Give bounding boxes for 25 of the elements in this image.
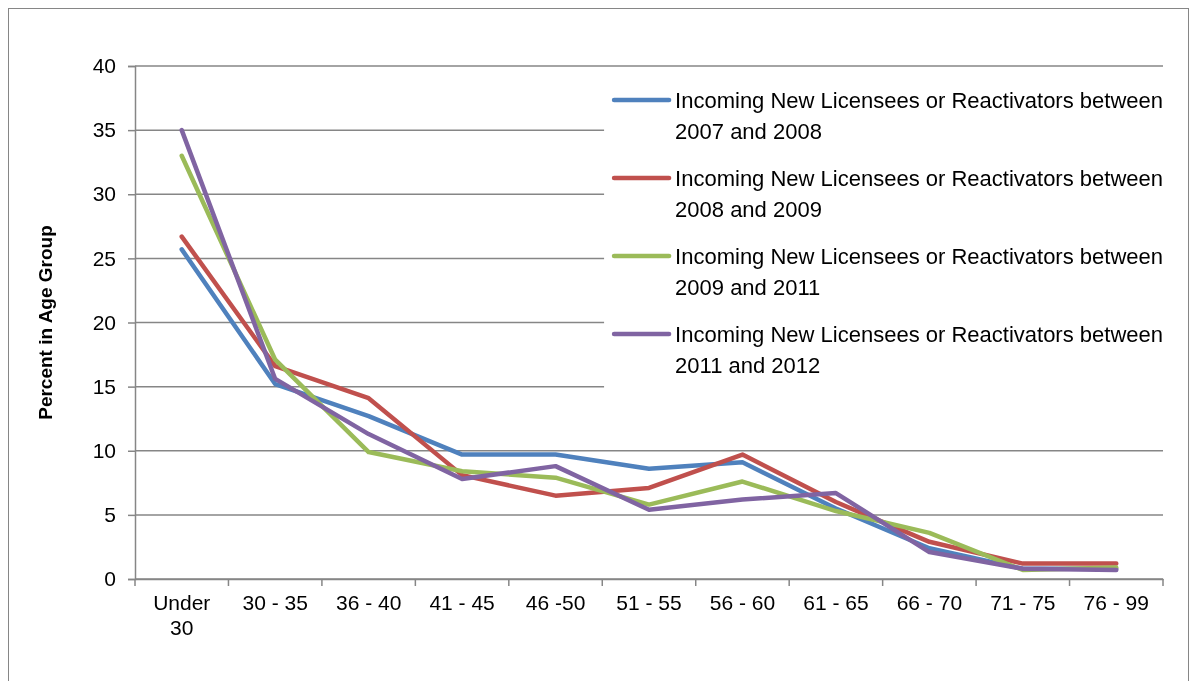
x-tick-label: 51 - 55: [616, 590, 682, 614]
legend-label: Incoming New Licensees or Reactivators between 2011 and 2012: [675, 321, 1163, 378]
x-tick-label: 61 - 65: [803, 590, 869, 614]
y-tick-label: 0: [104, 567, 116, 591]
x-tick-label: 36 - 40: [335, 590, 402, 614]
x-tick-label: 76 - 99: [1083, 590, 1149, 614]
y-tick-label: 20: [92, 310, 116, 334]
y-tick-label: 15: [92, 374, 116, 398]
y-tick-label: 5: [104, 503, 116, 527]
x-tick-label: 66 - 70: [896, 590, 963, 614]
x-tick-label: 56 - 60: [709, 590, 776, 614]
y-tick-label: 40: [92, 54, 116, 78]
legend-label: Incoming New Licensees or Reactivators between 2007 and 2008: [675, 87, 1163, 144]
x-tick-label: 46 -50: [525, 590, 586, 614]
x-tick-label: 30 - 35: [242, 590, 308, 614]
y-tick-label: 10: [92, 438, 116, 462]
y-axis-title: Percent in Age Group: [35, 225, 56, 420]
legend-label: Incoming New Licensees or Reactivators between 2009 and 2011: [675, 243, 1163, 300]
x-tick-label: Under 30: [153, 590, 211, 640]
y-tick-label: 25: [92, 246, 116, 270]
y-tick-label: 35: [92, 118, 116, 142]
x-tick-label: 41 - 45: [429, 590, 495, 614]
legend-label: Incoming New Licensees or Reactivators between 2008 and 2009: [675, 165, 1163, 222]
y-tick-label: 30: [92, 182, 116, 206]
x-tick-label: 71 - 75: [990, 590, 1056, 614]
